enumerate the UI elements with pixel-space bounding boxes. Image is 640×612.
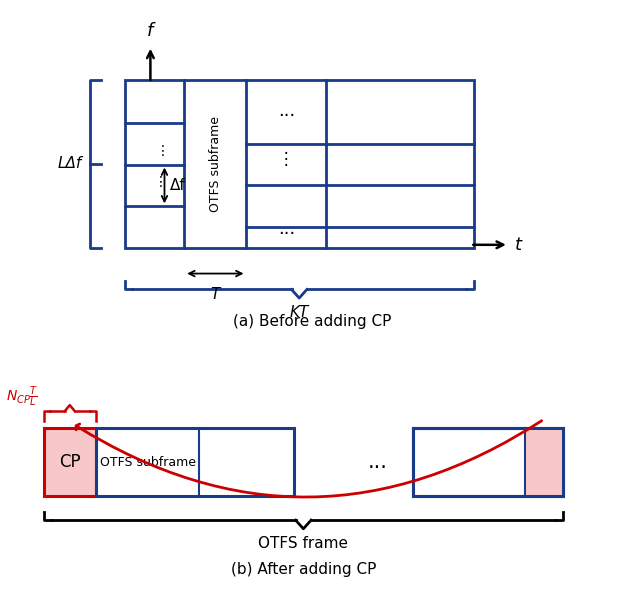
- Text: $N_{CP}\frac{T}{L}$: $N_{CP}\frac{T}{L}$: [6, 384, 38, 409]
- Text: ⋮: ⋮: [156, 144, 170, 158]
- Text: CP: CP: [59, 453, 81, 471]
- Text: ⋮: ⋮: [278, 150, 294, 168]
- Text: OTFS subframe: OTFS subframe: [209, 116, 222, 212]
- Text: ...: ...: [278, 102, 295, 120]
- Text: KT: KT: [289, 305, 309, 321]
- Bar: [96, 428, 294, 496]
- Text: T: T: [211, 287, 220, 302]
- Text: LΔf: LΔf: [58, 156, 82, 171]
- Bar: [413, 428, 563, 496]
- Text: f: f: [147, 22, 154, 40]
- Bar: [44, 428, 96, 496]
- Text: OTFS subframe: OTFS subframe: [100, 455, 196, 469]
- Bar: [413, 428, 563, 496]
- Text: Δf: Δf: [170, 178, 186, 193]
- Text: ⋮: ⋮: [154, 176, 168, 189]
- Text: OTFS frame: OTFS frame: [259, 536, 348, 551]
- Text: ...: ...: [367, 452, 388, 472]
- Text: t: t: [515, 236, 522, 254]
- Text: (a) Before adding CP: (a) Before adding CP: [233, 314, 391, 329]
- Bar: [125, 80, 474, 248]
- Bar: [525, 428, 563, 496]
- Text: (b) After adding CP: (b) After adding CP: [230, 562, 376, 577]
- Text: ...: ...: [278, 220, 295, 238]
